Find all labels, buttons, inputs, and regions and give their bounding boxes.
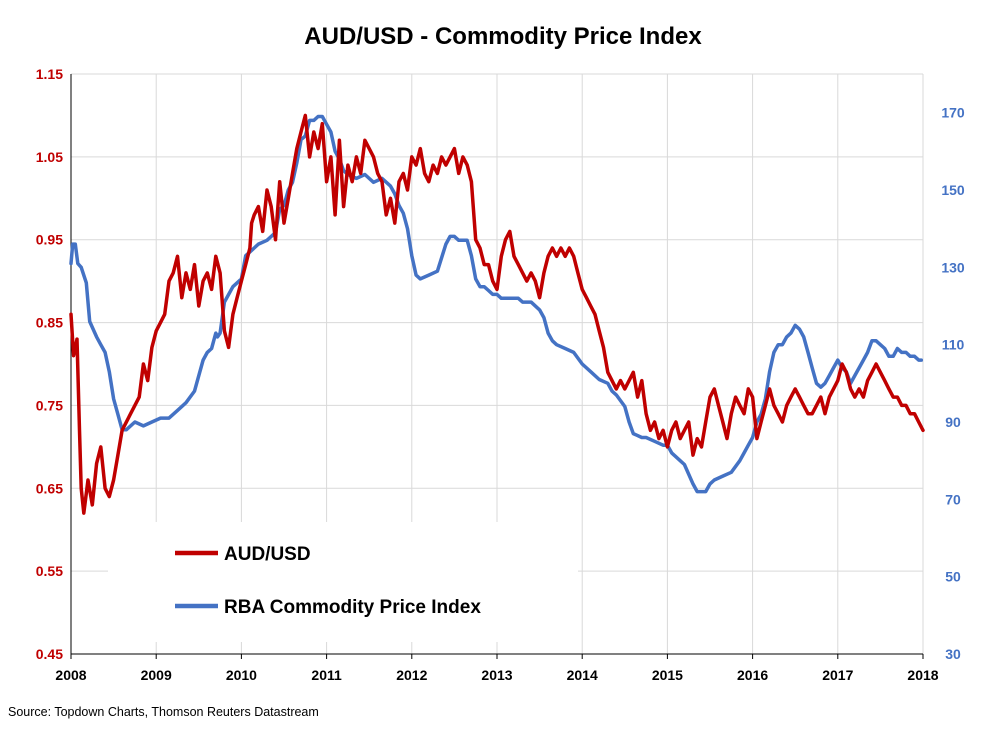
left-tick-label: 1.15 [36,66,63,82]
x-tick-label: 2012 [396,667,427,683]
x-tick-label: 2010 [226,667,257,683]
left-tick-label: 0.95 [36,232,63,248]
right-tick-label: 90 [945,414,961,430]
axes [70,74,924,659]
x-tick-label: 2009 [141,667,172,683]
right-tick-label: 170 [941,105,965,121]
left-tick-label: 0.55 [36,563,63,579]
x-tick-label: 2018 [907,667,938,683]
legend-label-aud-usd: AUD/USD [224,544,311,565]
right-axis-ticks: 30 50 70 90 110 130 150 170 [941,105,965,662]
series-layer [69,113,925,515]
right-tick-label: 150 [941,182,965,198]
right-tick-label: 130 [941,259,965,275]
x-tick-label: 2016 [737,667,768,683]
source-note: Source: Topdown Charts, Thomson Reuters … [8,705,319,719]
right-tick-label: 50 [945,569,961,585]
x-tick-label: 2014 [567,667,598,683]
legend: AUD/USD RBA Commodity Price Index [108,522,578,642]
left-tick-label: 0.85 [36,315,63,331]
x-tick-label: 2013 [481,667,512,683]
left-tick-label: 0.65 [36,480,63,496]
left-axis-ticks: 0.45 0.55 0.65 0.75 0.85 0.95 1.05 1.15 [36,66,63,662]
series-line-aud-usd [69,113,925,515]
left-tick-label: 1.05 [36,149,63,165]
right-tick-label: 110 [942,337,965,353]
series-line-rba-commodity-price-index [69,114,924,494]
left-tick-label: 0.45 [36,646,63,662]
x-tick-label: 2011 [311,667,342,683]
right-tick-label: 70 [945,491,961,507]
chart-title: AUD/USD - Commodity Price Index [304,23,702,50]
x-tick-label: 2015 [652,667,683,683]
legend-background [108,522,578,642]
right-tick-label: 30 [945,646,961,662]
x-tick-label: 2008 [55,667,86,683]
left-tick-label: 0.75 [36,397,63,413]
legend-label-rba-index: RBA Commodity Price Index [224,597,481,618]
x-axis-ticks: 2008 2009 2010 2011 2012 2013 2014 2015 2016 2017… [55,667,938,683]
x-tick-label: 2017 [822,667,853,683]
